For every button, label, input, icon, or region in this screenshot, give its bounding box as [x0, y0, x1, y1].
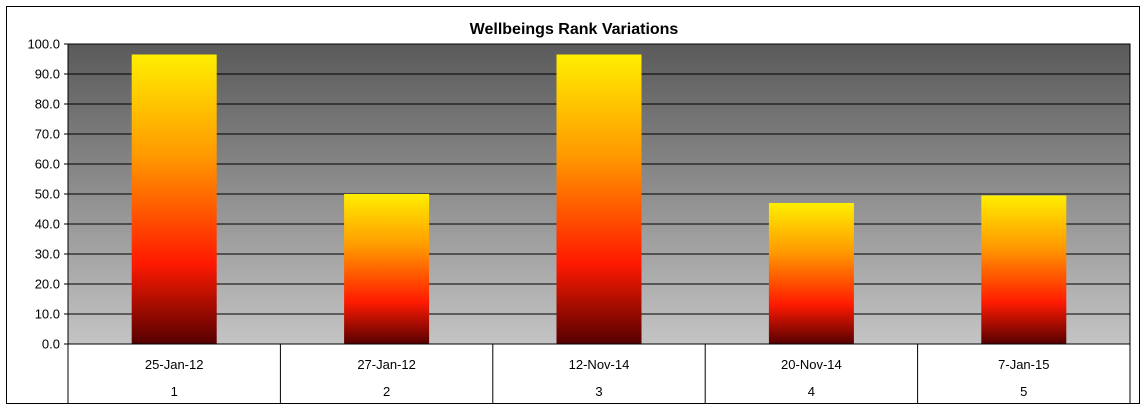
chart-title: Wellbeings Rank Variations: [469, 21, 679, 38]
bar-2: [344, 194, 430, 344]
y-tick-label: 90.0: [35, 67, 60, 82]
x-category-sublabel: 2: [383, 384, 390, 399]
x-category-label: 7-Jan-15: [998, 357, 1049, 372]
y-tick-label: 50.0: [35, 187, 60, 202]
y-tick-label: 30.0: [35, 247, 60, 262]
bar-1: [131, 54, 217, 344]
bar-5: [981, 195, 1067, 344]
y-tick-label: 100.0: [27, 37, 60, 52]
x-category-sublabel: 3: [595, 384, 602, 399]
x-category-sublabel: 4: [808, 384, 815, 399]
y-tick-label: 60.0: [35, 157, 60, 172]
x-category-sublabel: 1: [171, 384, 178, 399]
x-category-sublabel: 5: [1020, 384, 1027, 399]
bar-3: [556, 54, 642, 344]
x-category-label: 25-Jan-12: [145, 357, 204, 372]
x-category-label: 12-Nov-14: [569, 357, 630, 372]
y-axis: 0.0 10.0 20.0 30.0 40.0 50.0 60.0 70.0 80.0 90.0 1…: [27, 37, 68, 352]
x-category-label: 20-Nov-14: [781, 357, 842, 372]
y-tick-label: 0.0: [42, 337, 60, 352]
x-category-label: 27-Jan-12: [357, 357, 416, 372]
y-tick-label: 70.0: [35, 127, 60, 142]
y-tick-label: 40.0: [35, 217, 60, 232]
x-axis-table: 25-Jan-12 1 27-Jan-12 2 12-Nov-14 3 20-Nov-14 4…: [67, 343, 1131, 404]
bars: [131, 54, 1067, 344]
y-tick-label: 20.0: [35, 277, 60, 292]
y-tick-label: 10.0: [35, 307, 60, 322]
bar-4: [768, 203, 854, 344]
y-tick-label: 80.0: [35, 97, 60, 112]
